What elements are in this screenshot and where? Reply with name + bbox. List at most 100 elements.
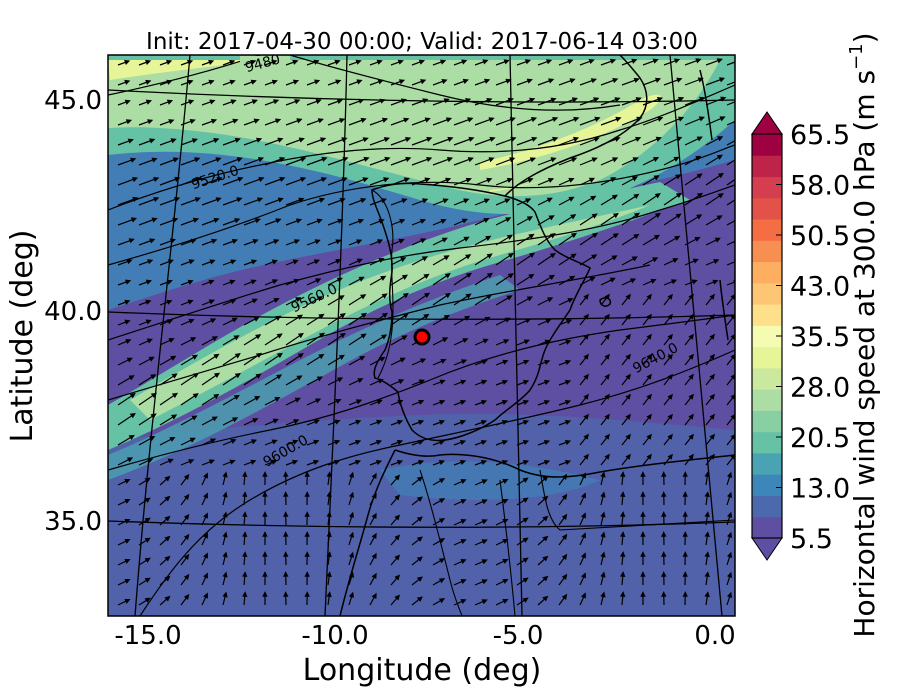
wind-vector-head — [355, 399, 363, 405]
wind-vector-head — [441, 79, 448, 85]
wind-vector-head — [394, 534, 400, 541]
wind-vector-head — [194, 157, 201, 163]
wind-vector-head — [696, 192, 704, 199]
wind-vector-head — [727, 531, 733, 538]
wind-vector-head — [405, 156, 412, 163]
wind-vector-head — [619, 591, 626, 597]
wind-vector-head — [326, 591, 332, 598]
wind-vector-head — [542, 595, 549, 602]
wind-vector-head — [164, 555, 171, 562]
wind-vector-head — [348, 471, 355, 478]
wind-vector-head — [444, 273, 451, 279]
wind-vector-head — [523, 379, 530, 386]
wind-vector-head — [460, 499, 467, 505]
wind-vector-head — [203, 512, 208, 519]
wind-vector-head — [522, 460, 530, 465]
wind-vector-head — [465, 272, 473, 279]
wind-vector-head — [580, 552, 586, 559]
wind-vector-head — [124, 558, 131, 564]
wind-vector-head — [296, 375, 303, 381]
colorbar-segment — [752, 452, 782, 475]
wind-vector-head — [486, 177, 493, 183]
wind-vector-head — [688, 313, 694, 320]
wind-vector-head — [716, 58, 723, 64]
colorbar-segment — [752, 240, 782, 263]
colorbar-tick-label: 35.5 — [790, 322, 850, 353]
wind-vector-head — [144, 597, 151, 603]
coastline-iberia — [371, 182, 591, 442]
wind-vector-head — [242, 531, 248, 537]
wind-vector-head — [460, 399, 467, 406]
wind-vector-head — [543, 460, 551, 465]
wind-vector-head — [394, 574, 400, 581]
wind-vector-head — [253, 118, 260, 124]
wind-vector-head — [255, 352, 263, 359]
wind-vector-head — [124, 518, 131, 524]
wind-vector — [726, 261, 735, 266]
wind-vector-head — [242, 571, 248, 577]
wind-vector-head — [295, 297, 302, 303]
wind-vector-head — [419, 358, 427, 364]
contour-line — [108, 264, 651, 401]
wind-vector-head — [190, 238, 197, 244]
wind-vector-head — [631, 176, 638, 182]
wind-vector-head — [550, 97, 557, 103]
colorbar-extend-min — [751, 537, 783, 561]
wind-vector-head — [169, 436, 176, 442]
wind-vector-head — [564, 420, 572, 425]
wind-vector-head — [371, 492, 377, 499]
wind-vector-head — [682, 571, 688, 577]
wind-vector-head — [611, 194, 618, 200]
wind-vector-head — [314, 79, 321, 85]
colorbar-segment — [752, 431, 782, 454]
wind-vector-head — [124, 99, 131, 105]
wind-vector-head — [717, 172, 724, 179]
wind-vector-head — [484, 316, 491, 322]
wind-vector-head — [129, 393, 136, 399]
wind-vector-head — [183, 593, 190, 600]
wind-vector-head — [503, 59, 510, 65]
wind-vector-head — [704, 511, 710, 518]
wind-vector-head — [501, 440, 509, 445]
wind-vector-head — [543, 440, 551, 445]
wind-vector-head — [124, 79, 131, 85]
colorbar-segment — [752, 197, 782, 220]
wind-vector-head — [356, 79, 363, 85]
wind-vector-head — [150, 413, 157, 419]
wind-vector-head — [146, 338, 153, 344]
wind-vector-head — [465, 177, 472, 183]
wind-vector-head — [383, 137, 391, 143]
colorbar-segment — [752, 346, 782, 369]
wind-vector-head — [145, 99, 152, 105]
colorbar-segment — [752, 516, 782, 539]
wind-vector-head — [250, 59, 257, 65]
wind-vector-head — [727, 471, 733, 478]
wind-vector-head — [699, 96, 706, 102]
wind-vector-head — [304, 551, 310, 557]
y-axis-label: Latitude (deg) — [5, 230, 40, 443]
wind-vector-head — [376, 399, 383, 405]
wind-vector-head — [258, 176, 265, 183]
wind-vector-head — [501, 420, 509, 425]
wind-vector-head — [600, 551, 606, 558]
wind-vector-head — [614, 97, 621, 103]
wind-vector-head — [502, 479, 509, 484]
wind-vector-head — [192, 217, 199, 223]
wind-vector-head — [380, 275, 387, 281]
wind-vector-head — [506, 295, 513, 301]
wind-vector-head — [191, 138, 199, 144]
wind-vector-head — [317, 118, 324, 124]
wind-vector-head — [316, 376, 323, 382]
colorbar-tick-label: 58.0 — [790, 171, 850, 202]
wind-vector-head — [486, 272, 494, 279]
wind-vector-head — [507, 97, 514, 103]
wind-vector-head — [485, 235, 492, 241]
wind-vector-head — [570, 232, 578, 239]
wind-vector-head — [714, 237, 721, 243]
wind-vector-head — [335, 239, 342, 245]
wind-vector-head — [262, 511, 268, 517]
wind-vector-head — [583, 373, 589, 380]
border-line — [499, 479, 516, 616]
wind-vector-head — [674, 235, 681, 241]
wind-vector-head — [446, 157, 454, 163]
